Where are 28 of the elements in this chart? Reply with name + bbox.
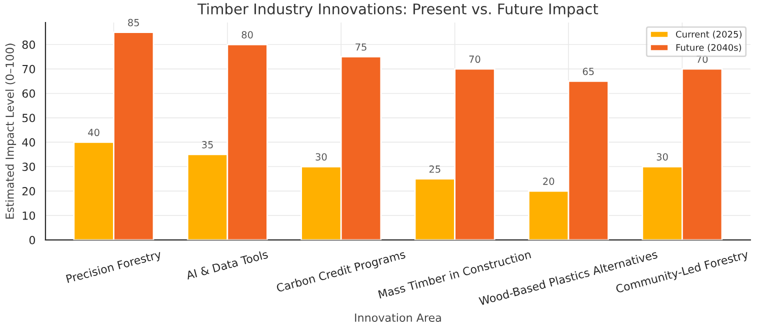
data-label: 70 <box>469 56 480 63</box>
data-label: 30 <box>316 153 327 161</box>
legend-label: Current (2025) <box>676 30 742 39</box>
y-tick-label: 80 <box>22 40 36 49</box>
y-tick-label: 10 <box>22 211 36 220</box>
y-axis-title: Estimated Impact Level (0–100) <box>5 44 16 219</box>
y-tick-label: 60 <box>22 89 36 98</box>
y-tick-label: 40 <box>22 138 36 147</box>
data-label: 25 <box>429 165 440 173</box>
x-axis-title: Innovation Area <box>355 313 441 322</box>
data-label: 40 <box>88 128 100 136</box>
data-label: 75 <box>356 43 366 51</box>
y-tick-label: 30 <box>22 162 36 172</box>
data-label: 65 <box>582 68 594 76</box>
x-tick-label: AI & Data Tools <box>186 250 268 280</box>
data-label: 30 <box>656 153 668 161</box>
data-label: 80 <box>242 31 253 38</box>
y-tick-label: 50 <box>22 114 36 122</box>
data-label: 20 <box>543 178 554 185</box>
data-label: 85 <box>128 18 139 26</box>
data-label: 70 <box>696 56 708 63</box>
y-tick-label: 70 <box>22 64 36 74</box>
y-tick-label: 20 <box>22 187 36 196</box>
chart-title: Timber Industry Innovations: Present vs. Future Impact <box>197 3 598 18</box>
y-tick-label: 0 <box>29 236 36 244</box>
x-tick-label: Precision Forestry <box>66 250 162 286</box>
data-label: 35 <box>202 141 213 148</box>
legend-label: Future (2040s) <box>676 44 742 52</box>
